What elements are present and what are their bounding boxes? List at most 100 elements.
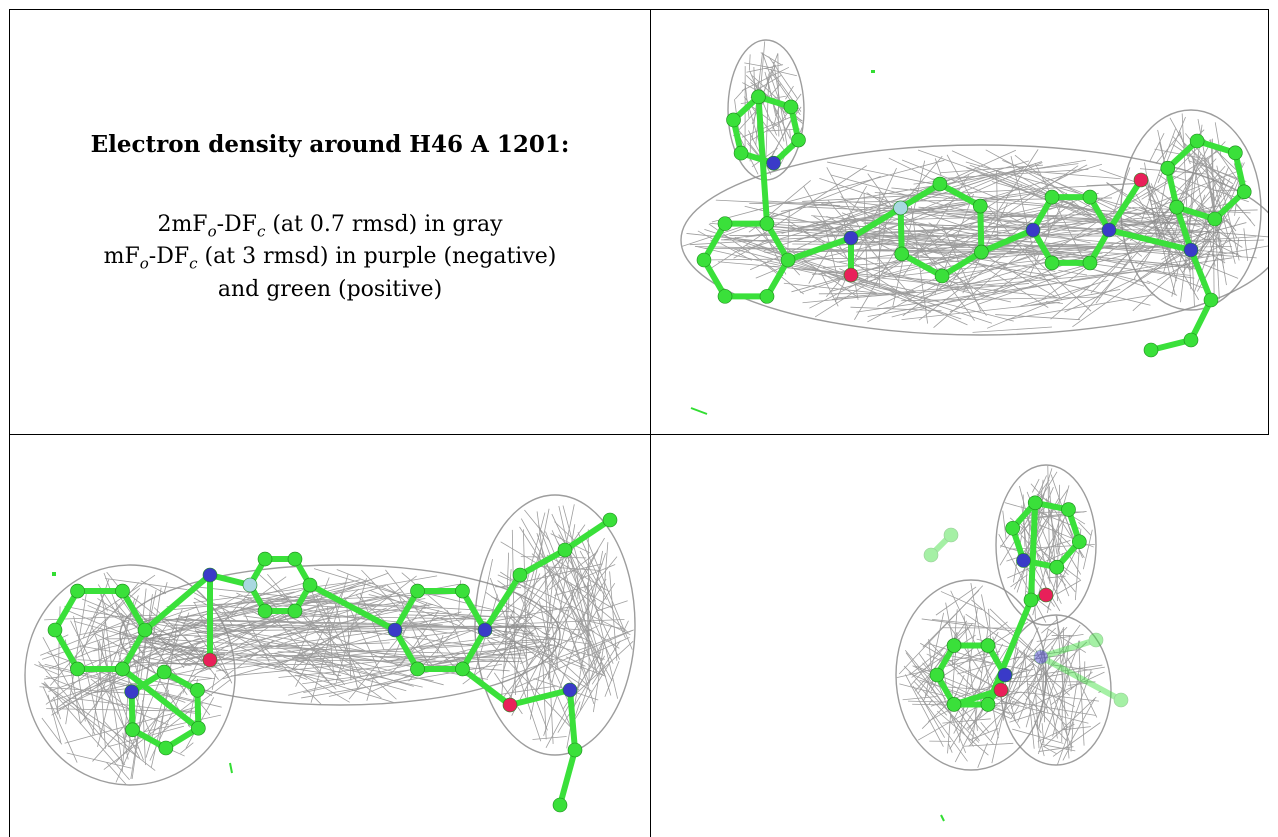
caption-description: 2mFo-DFc (at 0.7 rmsd) in gray mFo-DFc (…: [10, 210, 650, 304]
atom: [410, 661, 425, 677]
atom: [974, 244, 989, 260]
atom: [943, 527, 959, 543]
atom: [70, 583, 85, 599]
positive-density-blob: [940, 814, 945, 822]
atom: [287, 603, 303, 619]
atom: [759, 289, 775, 304]
atom: [1133, 172, 1149, 188]
bond: [897, 181, 943, 211]
table-left-border: [9, 9, 10, 837]
atom: [894, 246, 910, 262]
atom: [972, 198, 988, 214]
table-center-border: [650, 9, 651, 837]
bond: [897, 204, 905, 257]
atom: [1027, 495, 1043, 511]
atom: [557, 542, 573, 558]
atom: [202, 567, 218, 583]
atom: [1113, 692, 1129, 708]
atom: [1005, 520, 1020, 536]
bond: [562, 517, 613, 553]
atom: [115, 661, 130, 677]
bond: [1188, 297, 1214, 343]
atom: [726, 112, 741, 128]
atom: [843, 267, 859, 283]
bond: [785, 235, 854, 263]
density-mesh-upper: [995, 464, 1097, 626]
atom: [567, 742, 583, 758]
bond: [936, 181, 984, 210]
positive-density-blob: [229, 762, 233, 774]
atom: [1236, 184, 1252, 200]
atom: [455, 661, 470, 677]
atom: [477, 622, 493, 638]
bond: [978, 227, 1036, 256]
caption-line-mfo: mFo-DFc (at 3 rmsd) in purple (negative): [103, 244, 557, 273]
atom: [257, 551, 273, 567]
bond: [557, 747, 578, 808]
bond: [1106, 227, 1194, 253]
bond: [507, 687, 573, 708]
atom: [191, 720, 206, 736]
atom: [242, 577, 258, 593]
bond: [1028, 499, 1039, 603]
ligand-model-faded: [923, 527, 1129, 708]
atom: [502, 697, 518, 713]
atom: [602, 512, 618, 528]
bond: [119, 588, 148, 633]
caption-line-green: and green (positive): [217, 276, 443, 302]
atom: [1160, 160, 1176, 176]
atom: [70, 661, 85, 677]
atom: [455, 583, 470, 599]
atom: [1189, 133, 1205, 149]
bond: [392, 588, 421, 633]
atom: [1228, 145, 1243, 161]
atom: [1025, 222, 1041, 238]
atom: [696, 252, 712, 268]
bond: [52, 588, 81, 633]
density-mesh-lower: [895, 579, 1047, 771]
atom: [1038, 587, 1054, 603]
atom: [1183, 332, 1199, 348]
atom: [512, 567, 528, 583]
atom: [562, 682, 578, 698]
bond: [755, 93, 770, 227]
atom: [124, 684, 139, 700]
view-top-right: [680, 39, 1268, 415]
positive-density-blob: [871, 70, 875, 73]
atom: [410, 583, 425, 599]
atom: [791, 132, 806, 148]
bond: [567, 687, 578, 753]
bond: [848, 204, 904, 241]
view-bottom-left: [24, 494, 636, 813]
bond: [939, 249, 985, 279]
atom: [137, 622, 153, 638]
atom: [156, 664, 172, 680]
atom: [125, 722, 140, 738]
atom: [932, 176, 948, 192]
atom: [1044, 189, 1060, 205]
atom: [1016, 553, 1031, 568]
atom: [1169, 199, 1184, 215]
atom: [1101, 222, 1117, 238]
ligand-model: [929, 495, 1087, 712]
bond: [977, 203, 985, 256]
atom: [257, 603, 273, 619]
atom: [302, 577, 318, 593]
atom: [1088, 632, 1104, 648]
bond: [1173, 204, 1194, 253]
atom: [717, 289, 733, 304]
atom: [1082, 255, 1098, 271]
atom: [190, 682, 205, 698]
bond: [1188, 247, 1214, 303]
bond: [1106, 177, 1144, 233]
bond: [392, 627, 421, 672]
atom: [733, 145, 749, 161]
bond: [307, 582, 398, 633]
atom: [1143, 342, 1159, 358]
bond: [517, 547, 568, 578]
atom: [1207, 211, 1223, 227]
atom: [1082, 189, 1098, 205]
atom: [1044, 255, 1060, 271]
caption-title: Electron density around H46 A 1201:: [90, 131, 570, 158]
bond: [142, 572, 213, 633]
